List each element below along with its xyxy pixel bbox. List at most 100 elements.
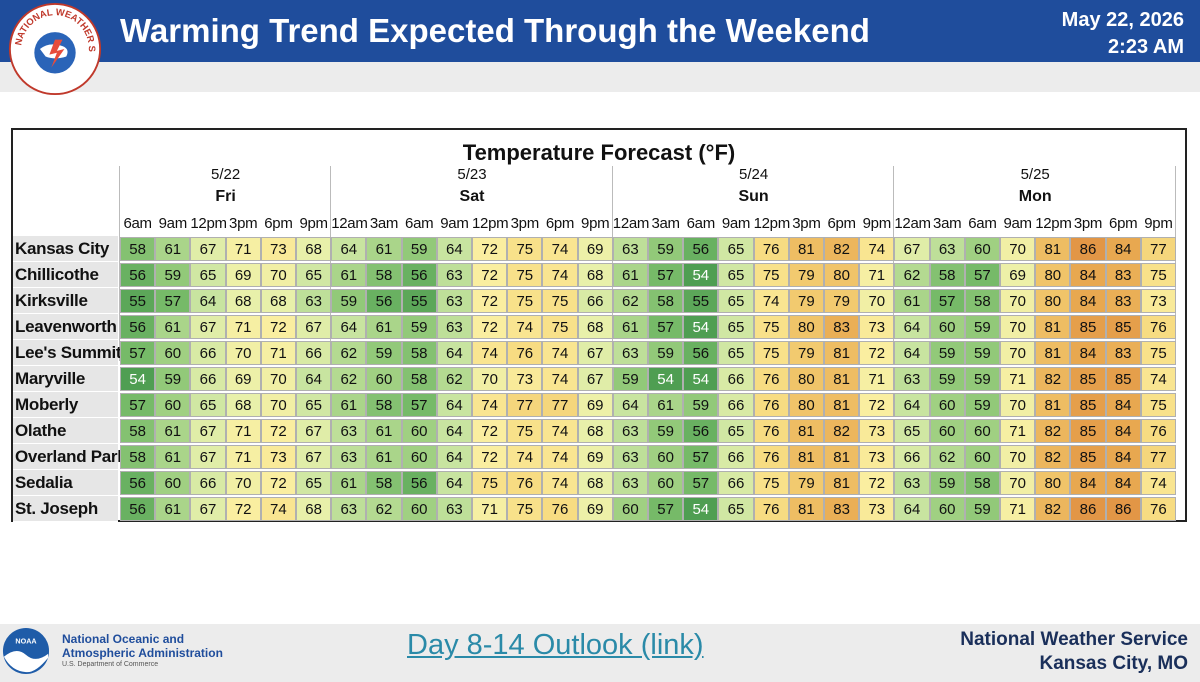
- time-label: 12pm: [1035, 215, 1072, 232]
- temp-cell: 67: [296, 445, 332, 469]
- temp-cell: 63: [296, 289, 332, 313]
- temp-cell: 63: [331, 419, 367, 443]
- temp-cell: 79: [824, 289, 860, 313]
- temp-cell: 71: [859, 263, 895, 287]
- time-label: 6pm: [264, 215, 293, 232]
- temp-cell: 81: [824, 471, 860, 495]
- temp-cell: 54: [648, 367, 684, 391]
- temp-cell: 83: [824, 315, 860, 339]
- time-label: 12pm: [190, 215, 227, 232]
- temp-cell: 58: [366, 471, 402, 495]
- temp-cell: 83: [1105, 289, 1141, 313]
- temp-cell: 68: [225, 289, 261, 313]
- temp-cell: 63: [331, 445, 367, 469]
- temp-cell: 61: [648, 393, 684, 417]
- noaa-dept: U.S. Department of Commerce: [62, 661, 159, 668]
- outlook-link[interactable]: Day 8-14 Outlook (link): [407, 629, 704, 661]
- temp-cell: 75: [1140, 263, 1176, 287]
- nws-logo: NATIONAL WEATHER SERVICE: [8, 2, 102, 96]
- temp-cell: 60: [964, 419, 1000, 443]
- temp-cell: 60: [612, 497, 648, 521]
- temp-cell: 68: [577, 471, 613, 495]
- temp-cell: 65: [894, 419, 930, 443]
- temp-cell: 70: [260, 367, 296, 391]
- temp-cell: 76: [753, 445, 789, 469]
- temp-cell: 57: [648, 315, 684, 339]
- noaa-name-line1: National Oceanic and: [62, 632, 185, 646]
- time-label: 6pm: [545, 215, 575, 232]
- temp-cell: 68: [225, 393, 261, 417]
- temp-cell: 64: [612, 393, 648, 417]
- temp-cell: 62: [894, 263, 930, 287]
- time-label: 9pm: [862, 215, 892, 232]
- temp-cell: 58: [964, 471, 1000, 495]
- temp-cell: 85: [1070, 419, 1106, 443]
- temp-cell: 71: [1000, 367, 1036, 391]
- temp-cell: 69: [225, 263, 261, 287]
- temp-cell: 59: [683, 393, 719, 417]
- temp-cell: 74: [753, 289, 789, 313]
- temp-cell: 70: [472, 367, 508, 391]
- temp-cell: 60: [401, 445, 437, 469]
- time-label: 12pm: [472, 215, 509, 232]
- temp-cell: 67: [190, 419, 226, 443]
- temp-cell: 56: [120, 263, 156, 287]
- temp-cell: 72: [859, 341, 895, 365]
- noaa-name-line2: Atmospheric Administration: [62, 646, 223, 660]
- temp-cell: 62: [331, 367, 367, 391]
- temp-cell: 71: [260, 341, 296, 365]
- temp-cell: 68: [296, 237, 332, 261]
- temp-cell: 65: [190, 393, 226, 417]
- temp-cell: 74: [1140, 367, 1176, 391]
- temp-cell: 64: [894, 497, 930, 521]
- temp-cell: 61: [366, 315, 402, 339]
- temp-cell: 76: [507, 341, 543, 365]
- temp-cell: 67: [577, 341, 613, 365]
- temp-cell: 61: [366, 419, 402, 443]
- temp-cell: 70: [1000, 315, 1036, 339]
- temp-cell: 61: [331, 471, 367, 495]
- temp-cell: 82: [1035, 497, 1071, 521]
- temp-cell: 73: [260, 237, 296, 261]
- temp-cell: 74: [542, 419, 578, 443]
- temp-cell: 54: [683, 263, 719, 287]
- temp-cell: 64: [894, 315, 930, 339]
- temp-cell: 72: [260, 419, 296, 443]
- date-label: May 22, 2026: [1061, 9, 1184, 31]
- temp-cell: 81: [788, 419, 824, 443]
- temp-cell: 79: [788, 263, 824, 287]
- temp-cell: 85: [1105, 367, 1141, 391]
- temp-cell: 71: [859, 367, 895, 391]
- temp-cell: 84: [1070, 263, 1106, 287]
- temp-cell: 82: [1035, 367, 1071, 391]
- time-label: 9am: [721, 215, 751, 232]
- temp-cell: 66: [718, 471, 754, 495]
- temp-cell: 60: [964, 237, 1000, 261]
- temp-cell: 84: [1105, 471, 1141, 495]
- temp-cell: 61: [155, 315, 191, 339]
- datetime: May 22, 2026 2:23 AM: [1062, 7, 1184, 61]
- temp-cell: 86: [1070, 237, 1106, 261]
- temp-cell: 60: [155, 341, 191, 365]
- temp-cell: 71: [1000, 497, 1036, 521]
- time-label: 3pm: [792, 215, 821, 232]
- temp-cell: 85: [1105, 315, 1141, 339]
- temp-cell: 64: [436, 445, 472, 469]
- city-label: Kansas City: [13, 236, 118, 262]
- temp-cell: 72: [472, 419, 508, 443]
- page-title: Warming Trend Expected Through the Weeke…: [120, 12, 870, 49]
- temp-cell: 55: [683, 289, 719, 313]
- temp-cell: 81: [1035, 341, 1071, 365]
- nws-line2: Kansas City, MO: [1039, 653, 1188, 674]
- temp-cell: 56: [120, 471, 156, 495]
- header-bar: [0, 0, 1200, 62]
- temp-cell: 72: [472, 445, 508, 469]
- temp-cell: 84: [1070, 471, 1106, 495]
- time-label: 3am: [651, 215, 680, 232]
- temp-cell: 74: [542, 341, 578, 365]
- table-title: Temperature Forecast (°F): [462, 140, 736, 165]
- temp-cell: 62: [366, 497, 402, 521]
- city-label: Maryville: [13, 366, 118, 392]
- temp-cell: 58: [401, 341, 437, 365]
- temp-cell: 69: [1000, 263, 1036, 287]
